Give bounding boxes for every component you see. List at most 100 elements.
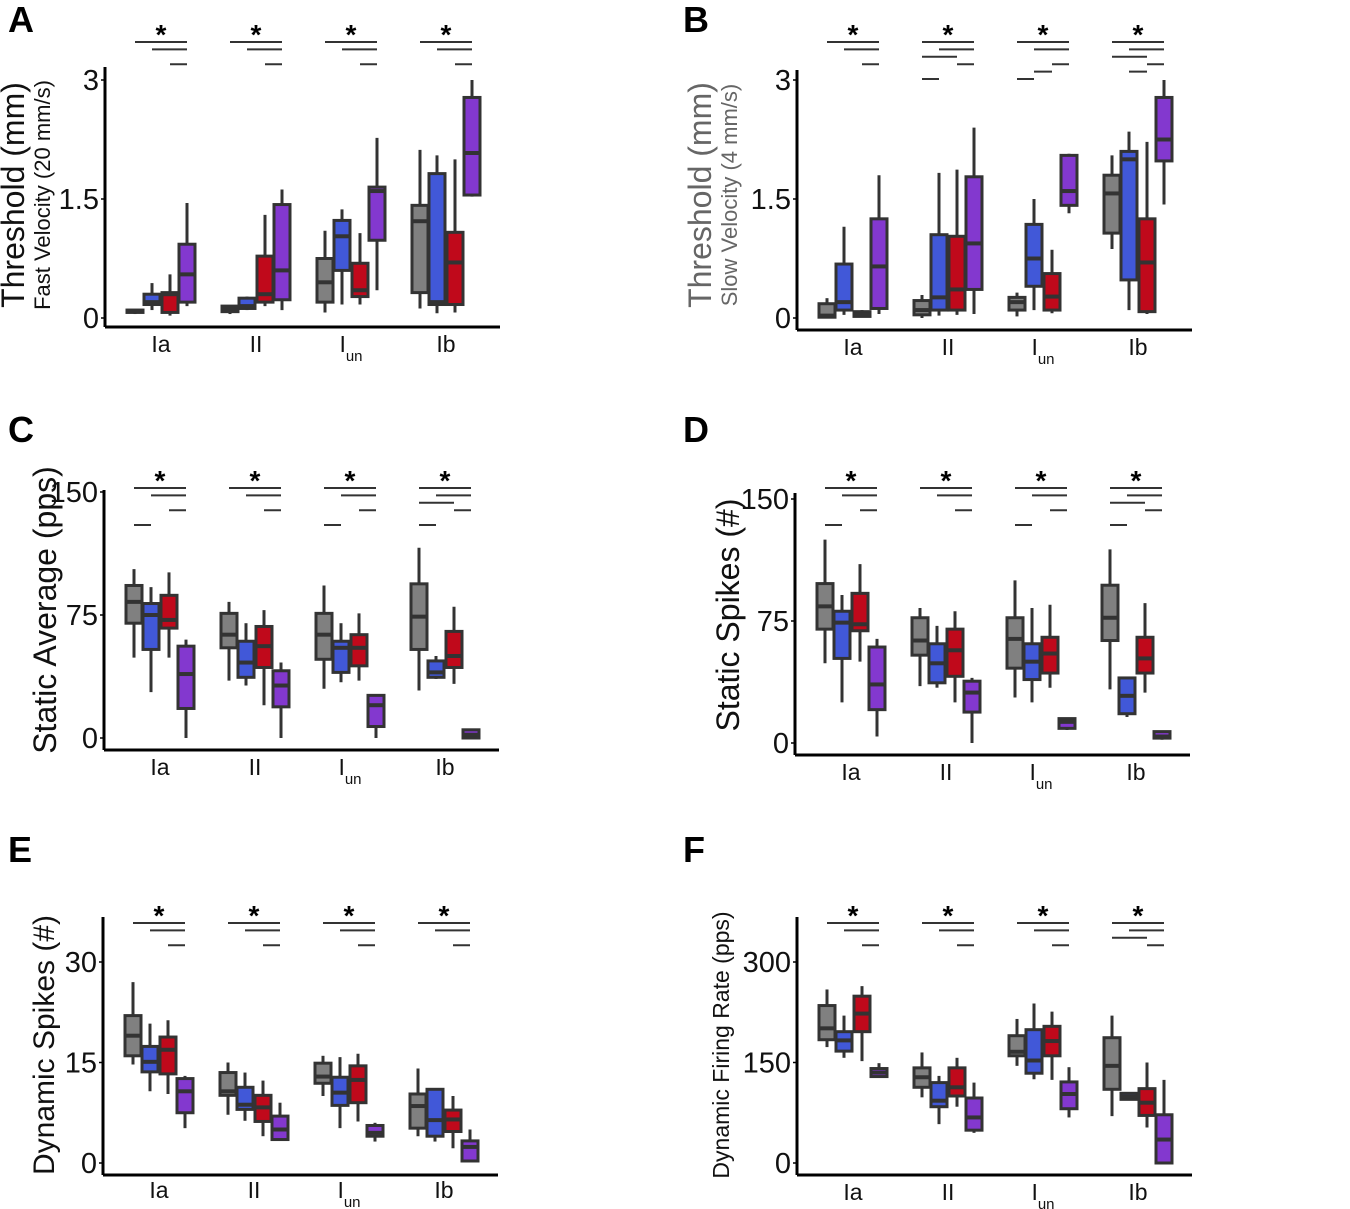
- x-tick-label: Ia: [843, 334, 862, 360]
- significance-star: *: [441, 19, 452, 50]
- x-tick-label: Iun: [1031, 1179, 1054, 1209]
- category-group: II *: [218, 900, 290, 1203]
- box-red: [348, 1064, 368, 1105]
- box-purple: [460, 1139, 480, 1163]
- significance-star: *: [249, 900, 260, 931]
- category-group: Iun *: [313, 900, 385, 1209]
- x-tick-label: Iun: [339, 331, 362, 365]
- significance-star: *: [440, 465, 451, 496]
- x-tick-label: Ib: [1126, 759, 1145, 785]
- box-blue: [929, 233, 949, 312]
- category-group: Ib *: [408, 900, 480, 1203]
- significance-star: *: [943, 900, 954, 931]
- significance-star: *: [154, 900, 165, 931]
- category-group: Iun *: [315, 19, 387, 365]
- category-group: Iun *: [1007, 900, 1079, 1209]
- box-blue: [142, 292, 162, 307]
- panel-letter: F: [683, 829, 705, 870]
- x-tick-label-main: II: [249, 754, 262, 780]
- significance-star: *: [941, 465, 952, 496]
- x-tick-label: II: [249, 754, 262, 780]
- x-tick-label: II: [942, 334, 955, 360]
- y-tick-label: 30: [65, 947, 97, 979]
- panel-letter: B: [683, 0, 709, 40]
- box-gray: [408, 1092, 428, 1130]
- box-purple: [964, 175, 984, 291]
- x-tick-label: Ib: [436, 331, 455, 357]
- x-tick-label: II: [942, 1179, 955, 1205]
- x-tick-label: II: [250, 331, 263, 357]
- category-group: II *: [220, 19, 292, 357]
- category-group: II *: [912, 19, 984, 360]
- y-tick-label: 3: [83, 65, 99, 97]
- x-tick-label: Ia: [150, 754, 169, 780]
- y-tick-label: 75: [66, 600, 98, 632]
- category-group: Ia *: [123, 900, 195, 1203]
- y-tick-label: 1.5: [59, 184, 99, 216]
- y-tick-label: 0: [775, 303, 791, 335]
- box-purple: [366, 693, 386, 729]
- box-gray: [124, 583, 144, 625]
- x-tick-label-subscript: un: [346, 348, 363, 365]
- y-tick-label: 150: [50, 477, 98, 509]
- panel-letter: C: [8, 409, 34, 450]
- box-purple: [176, 644, 196, 710]
- box-red: [444, 629, 464, 669]
- x-tick-label: Ib: [1128, 1179, 1147, 1205]
- box-purple: [867, 645, 887, 712]
- x-tick-label-main: Ib: [436, 331, 455, 357]
- significance-star: *: [1133, 900, 1144, 931]
- x-tick-label-subscript: un: [344, 1194, 361, 1209]
- box-blue: [929, 1081, 949, 1109]
- category-group: Ib *: [1102, 900, 1174, 1205]
- box-gray: [817, 1004, 837, 1042]
- box-red: [947, 1066, 967, 1098]
- x-tick-label: Iun: [337, 1177, 360, 1209]
- significance-star: *: [846, 465, 857, 496]
- category-group: Ib *: [409, 465, 481, 780]
- significance-star: *: [156, 19, 167, 50]
- significance-star: *: [344, 900, 355, 931]
- box-purple: [462, 95, 482, 197]
- category-group: Ib *: [1102, 19, 1174, 360]
- x-tick-label: Ia: [151, 331, 170, 357]
- box-gray: [910, 616, 930, 657]
- y-axis-label: Static Average (pps): [27, 466, 63, 754]
- y-axis-label: Dynamic Firing Rate (pps): [708, 911, 734, 1178]
- box-blue: [834, 262, 854, 312]
- significance-star: *: [848, 19, 859, 50]
- box-gray: [912, 299, 932, 317]
- x-tick-label-main: Ia: [843, 1179, 862, 1205]
- significance-star: *: [1133, 19, 1144, 50]
- category-group: Iun *: [314, 465, 386, 788]
- category-group: Iun *: [1005, 465, 1077, 793]
- significance-star: *: [439, 900, 450, 931]
- y-axis-label: Threshold (mm): [682, 82, 718, 308]
- box-purple: [365, 1123, 385, 1138]
- category-group: Iun *: [1007, 19, 1079, 368]
- box-blue: [1119, 149, 1139, 282]
- x-tick-label: Ia: [841, 759, 860, 785]
- box-gray: [1100, 583, 1120, 643]
- x-tick-label-main: I: [1031, 334, 1037, 360]
- y-tick-label: 300: [743, 947, 791, 979]
- x-tick-label-main: II: [248, 1177, 261, 1203]
- x-tick-label-main: Ia: [843, 334, 862, 360]
- box-red: [1137, 217, 1157, 314]
- x-tick-label: Ib: [434, 1177, 453, 1203]
- box-gray: [219, 611, 239, 650]
- y-tick-label: 150: [741, 484, 789, 516]
- x-tick-label-main: Ia: [149, 1177, 168, 1203]
- significance-star: *: [155, 465, 166, 496]
- x-tick-label-subscript: un: [345, 771, 362, 788]
- significance-star: *: [345, 465, 356, 496]
- x-tick-label: II: [940, 759, 953, 785]
- y-tick-label: 0: [82, 723, 98, 755]
- box-blue: [140, 1044, 160, 1074]
- box-blue: [236, 639, 256, 679]
- box-gray: [1102, 173, 1122, 235]
- x-tick-label-main: I: [338, 754, 344, 780]
- box-red: [445, 230, 465, 307]
